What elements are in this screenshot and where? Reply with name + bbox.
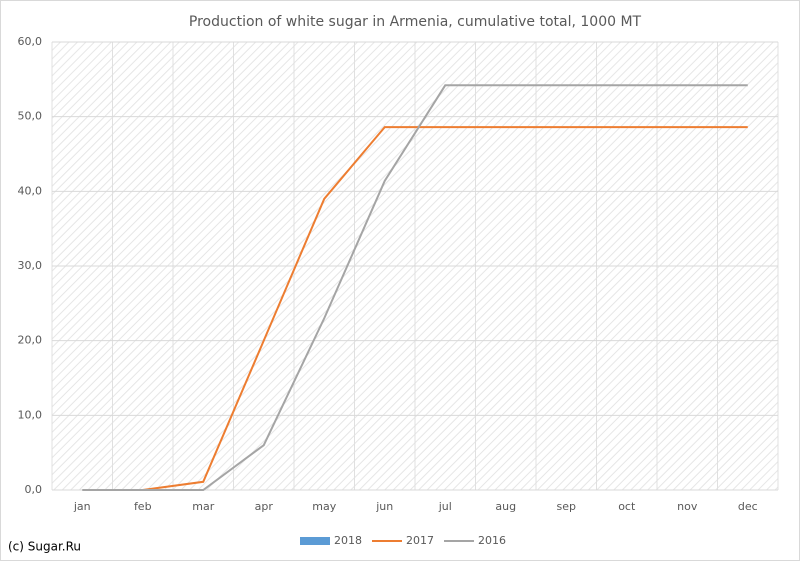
- x-tick-label: may: [312, 500, 336, 513]
- y-tick-label: 40,0: [18, 184, 43, 197]
- y-tick-label: 50,0: [18, 110, 43, 123]
- x-tick-label: sep: [557, 500, 576, 513]
- x-tick-label: jul: [438, 500, 452, 513]
- series-line: [142, 126, 748, 491]
- x-tick-label: oct: [618, 500, 636, 513]
- y-tick-label: 10,0: [18, 408, 43, 421]
- legend-label: 2017: [406, 534, 434, 547]
- legend-label: 2016: [478, 534, 506, 547]
- chart-title: Production of white sugar in Armenia, cu…: [189, 14, 642, 30]
- y-tick-label: 30,0: [18, 259, 43, 272]
- legend-swatch: [300, 537, 330, 545]
- x-tick-label: nov: [677, 500, 698, 513]
- x-tick-label: apr: [255, 500, 274, 513]
- y-tick-label: 0,0: [25, 483, 43, 496]
- x-tick-label: dec: [738, 500, 758, 513]
- x-tick-label: aug: [495, 500, 516, 513]
- x-tick-label: jan: [73, 500, 91, 513]
- x-tick-label: mar: [192, 500, 214, 513]
- legend-label: 2018: [334, 534, 362, 547]
- y-tick-label: 60,0: [18, 35, 43, 48]
- series-line: [82, 84, 748, 491]
- watermark: (c) Sugar.Ru: [8, 540, 81, 554]
- y-tick-label: 20,0: [18, 334, 43, 347]
- x-tick-label: feb: [134, 500, 152, 513]
- x-tick-label: jun: [375, 500, 393, 513]
